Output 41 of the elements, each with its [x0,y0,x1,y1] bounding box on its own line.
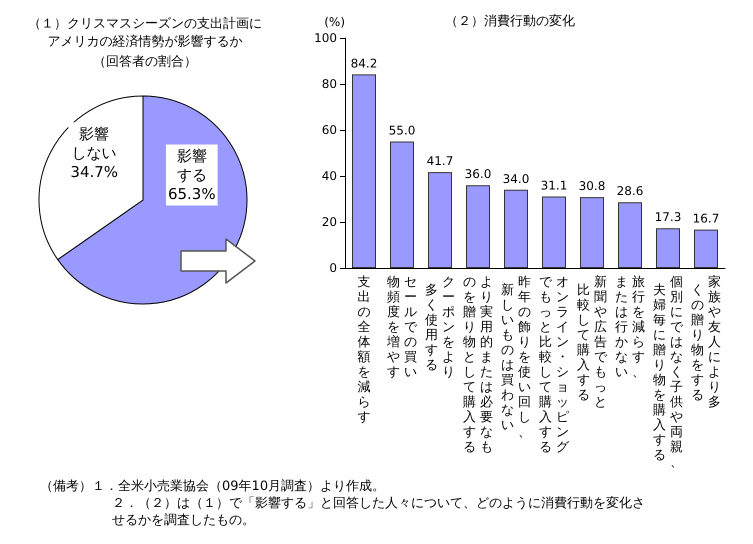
data-label: 31.1 [540,178,568,192]
slice-label: 影響する [176,147,207,184]
chart-subtitle: （回答者の割合） [93,54,197,70]
y-tick-label: 80 [322,77,337,91]
y-tick-label: 60 [322,123,337,137]
y-axis-title: (%) [324,15,345,29]
bar [428,172,452,268]
bar [694,230,718,268]
y-tick-label: 20 [322,215,337,229]
bar [580,197,604,268]
data-label: 34.7% [70,162,118,181]
data-label: 34.0 [502,172,530,186]
bar [504,190,528,268]
bar [390,142,414,268]
data-label: 30.8 [578,179,606,194]
category-label: より実用的または必要なものを贈り物として購入する [463,275,493,455]
chart-title: （２）消費行動の変化 [445,13,575,29]
bar [466,185,490,268]
y-tick-label: 100 [314,31,337,45]
bar [542,196,566,268]
category-label: オンライン・ショッピングでもっと比較して購入する [539,275,569,455]
data-label: 41.7 [426,154,454,168]
bar [656,228,680,268]
text: （備考）１．全米小売業協会（09年10月調査）より作成。 [40,478,386,495]
category-label: セールでの買い物頻度を増やす [387,275,417,380]
bar [618,202,642,268]
data-label: 65.3% [168,185,216,203]
data-label: 84.2 [350,56,378,70]
data-label: 36.0 [464,167,492,182]
chart-title: （１）クリスマスシーズンの支出計画にアメリカの経済情勢が影響するか [28,16,262,50]
data-label: 55.0 [388,124,416,138]
data-label: 17.3 [654,210,682,224]
category-label: 旅行を減らす、または行かない [615,275,645,380]
data-label: 16.7 [692,212,720,226]
y-tick-label: 0 [329,261,337,275]
data-label: 28.6 [616,184,644,198]
text: ２．（２）は（１）で「影響する」と回答した人々について、どのように消費行動を変化させるかを調査したもの。 [112,495,646,529]
category-label: 支出の全体額を減らす [358,275,370,425]
slice-label: 影響しない [72,124,117,162]
y-tick-label: 40 [322,169,337,183]
bar [352,74,376,268]
